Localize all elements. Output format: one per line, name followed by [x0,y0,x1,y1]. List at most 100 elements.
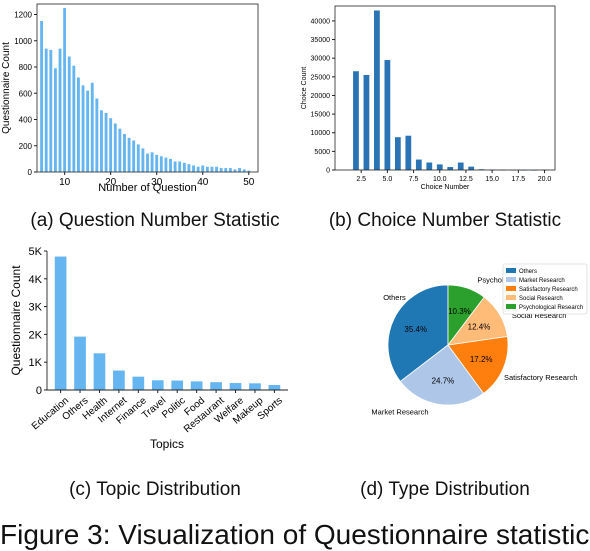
choice-bar [353,71,359,170]
question-bar [210,166,214,172]
question-bar [118,128,122,172]
question-bar [104,112,108,172]
question-bar [127,137,131,172]
pie-percent-label: 12.4% [468,323,491,332]
pie-legend-label: Market Research [519,278,565,284]
question-bar [196,166,200,172]
question-xtick-label: 40 [197,177,209,188]
topic-bar [171,380,184,390]
choice-xtick-label: 10.0 [433,176,447,183]
question-bar [109,118,113,172]
topic-bar [54,256,67,390]
choice-bar [447,167,454,170]
question-bar [187,164,191,172]
choice-bar [468,166,475,170]
question-ytick-label: 600 [19,89,33,98]
question-bar [123,133,126,172]
choice-xlabel: Choice Number [421,184,470,191]
choice-bar [426,162,433,170]
pie-legend-label: Satisfactory Research [519,287,578,293]
choice-bar [374,10,380,170]
question-bar [219,168,223,172]
pie-legend-swatch [506,268,516,273]
pie-percent-label: 35.4% [404,325,427,334]
topic-bar [268,384,281,390]
pie-legend-swatch [506,286,516,291]
choice-xtick-label: 12.5 [459,176,473,183]
pie-slice-label: Social Research [512,311,567,320]
pie-slice-label: Satisfactory Research [504,373,577,382]
figure-caption: Figure 3: Visualization of Questionnaire… [0,519,590,550]
choice-ytick-label: 5000 [314,149,330,156]
question-bar [178,161,182,172]
question-bar [173,161,177,172]
choice-bar [415,159,422,170]
question-bar [67,56,71,172]
choice-xtick-label: 7.5 [409,176,419,183]
question-bar [233,169,237,172]
question-bar [164,157,168,172]
question-ylabel: Questionnaire Count [1,42,12,134]
topic-ytick-label: 2K [29,329,43,341]
topic-bar [210,382,222,390]
topic-bar [229,383,242,390]
pie-slice-label: Others [383,293,406,302]
topic-ylabel: Questionnaire Count [9,265,23,376]
pie-slice [387,284,449,383]
choice-xtick-label: 15.0 [485,176,499,183]
question-bar [238,168,242,172]
pie-legend-swatch [506,295,516,300]
pie-slice-label: Market Research [371,408,428,417]
caption-c: (c) Topic Distribution [69,479,241,500]
topic-bar [249,383,261,390]
pie-slice [399,344,485,406]
question-bar [201,165,205,172]
choice-bar [405,135,412,170]
choice-bar [384,60,391,170]
question-xlabel: Number of Question [98,182,196,194]
topic-bar [74,336,86,390]
topic-ytick-label: 4K [29,274,43,286]
question-chart-frame [36,3,259,173]
question-bar [44,48,48,172]
choice-ytick-label: 20000 [311,93,331,100]
choice-bar [457,162,464,170]
figure-canvas: 10 20 30 40 50 0 200 400 600 800 1000 1200 Number of… [1,3,588,451]
choice-ytick-label: 30000 [311,56,331,63]
caption-b: (b) Choice Number Statistic [328,210,562,231]
question-ytick-label: 0 [28,168,33,177]
question-bar [40,21,44,172]
choice-bar [436,164,443,170]
question-ytick-label: 200 [19,142,33,151]
choice-xtick-label: 5.0 [383,176,393,183]
choice-bar [394,137,401,170]
question-bar [182,162,186,172]
choice-ytick-label: 25000 [311,74,331,81]
choice-xtick-label: 20.0 [538,176,552,183]
question-bar [77,77,80,172]
topic-ytick-label: 5K [29,246,43,258]
question-bar [49,49,53,172]
question-bar [159,156,163,172]
pie-percent-label: 24.7% [432,377,455,386]
question-bar [72,65,76,172]
question-bar [53,68,57,172]
question-bar [132,140,136,172]
question-ytick-label: 400 [19,116,33,125]
topic-bar [132,376,145,390]
caption-a: (a) Question Number Statistic [30,210,280,231]
question-bar [192,165,195,172]
pie-percent-label: 10.3% [448,307,471,316]
question-xtick-label: 30 [151,177,163,188]
choice-ytick-label: 40000 [311,18,331,25]
topic-bar [190,381,203,390]
question-bar [242,169,246,172]
question-bar [169,158,172,172]
topic-ytick-label: 3K [29,302,43,314]
choice-xtick-label: 2.5 [356,176,366,183]
choice-chart-frame [334,5,556,171]
question-bar [63,7,67,172]
question-bar [150,152,154,172]
question-bar [247,170,251,172]
pie-legend-box [502,263,588,315]
